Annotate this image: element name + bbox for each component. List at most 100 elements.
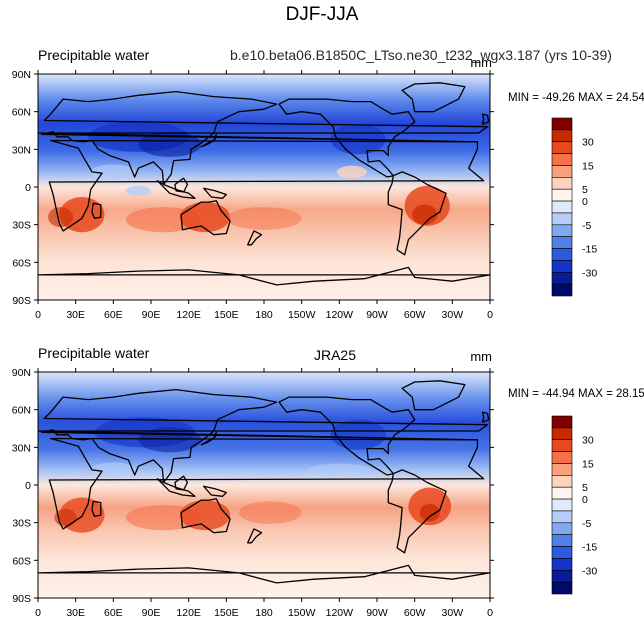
- min-max-label: MIN = -49.26 MAX = 24.54: [508, 92, 644, 104]
- greenland-outline: [401, 380, 466, 411]
- africa-outline: [48, 437, 485, 530]
- y-tick-label: 90N: [12, 69, 31, 81]
- colorbar-swatch: [551, 224, 573, 237]
- units-label: mm: [470, 349, 492, 364]
- contour-field: [38, 372, 490, 598]
- north-america-outline: [278, 98, 416, 178]
- y-tick-label: 90S: [12, 295, 31, 307]
- x-tick-label: 60W: [404, 607, 426, 619]
- y-tick-label: 30S: [12, 518, 31, 530]
- eurasia-outline: [38, 388, 489, 484]
- colorbar-swatch: [551, 212, 573, 226]
- x-tick-label: 120W: [326, 309, 354, 321]
- colorbar-swatch: [551, 177, 573, 190]
- colorbar-label: 0: [582, 196, 588, 208]
- field-background: [38, 372, 490, 598]
- panel-center-title: JRA25: [313, 347, 357, 363]
- colorbar-swatch: [551, 463, 573, 476]
- x-tick-label: 30E: [66, 309, 85, 321]
- greenland-outline: [401, 82, 466, 113]
- colorbar-label: 30: [582, 137, 594, 149]
- colorbar-swatch: [551, 475, 573, 488]
- colorbar-swatch: [551, 427, 573, 441]
- x-tick-label: 150E: [214, 607, 239, 619]
- new-guinea-outline: [203, 187, 227, 199]
- colorbar-label: 5: [582, 482, 588, 494]
- colorbar-swatch: [551, 200, 573, 214]
- anomaly-region: [125, 185, 151, 196]
- colorbar-swatch: [551, 558, 573, 571]
- new-guinea-outline: [203, 485, 227, 497]
- colorbar-label: 15: [582, 458, 594, 470]
- x-tick-label: 180: [255, 607, 273, 619]
- antarctica-outline: [38, 266, 490, 286]
- y-tick-label: 90N: [12, 367, 31, 379]
- y-tick-label: 30N: [12, 442, 31, 454]
- y-tick-label: 60N: [12, 107, 31, 119]
- colorbar-swatch: [551, 569, 573, 583]
- new-zealand-outline: [247, 230, 263, 246]
- y-tick-label: 0: [25, 182, 31, 194]
- x-tick-label: 150W: [288, 309, 316, 321]
- map-1: 0 30E 60E 90E 120E 150E 180 150W 120W 90W 60W 30W 09…: [12, 367, 494, 619]
- anomaly-region: [90, 164, 136, 180]
- colorbar-label: 15: [582, 160, 594, 172]
- madagascar-outline: [91, 500, 102, 518]
- anomaly-region: [138, 131, 202, 157]
- y-tick-label: 60S: [12, 555, 31, 567]
- australia-outline: [180, 200, 231, 236]
- colorbar-swatch: [551, 117, 573, 131]
- x-tick-label: 30E: [66, 607, 85, 619]
- madagascar-outline: [91, 202, 102, 220]
- colorbar: 30 15 50 -5 -15 -30: [551, 117, 597, 297]
- colorbar-swatch: [551, 236, 573, 249]
- australia-outline: [180, 498, 231, 534]
- colorbar-swatch: [551, 283, 573, 297]
- map-0: 0 30E 60E 90E 120E 150E 180 150W 120W 90W 60W 30W 09…: [12, 69, 494, 321]
- colorbar-label: 30: [582, 435, 594, 447]
- colorbar: 30 15 50 -5 -15 -30: [551, 415, 597, 595]
- y-tick-label: 30N: [12, 144, 31, 156]
- x-tick-label: 60E: [104, 309, 123, 321]
- anomaly-region: [179, 500, 231, 531]
- figure-title: DJF-JJA: [285, 4, 359, 25]
- antarctica-outline: [38, 564, 490, 584]
- colorbar-swatch: [551, 141, 573, 154]
- colorbar-swatch: [551, 129, 573, 143]
- colorbar-swatch: [551, 153, 573, 166]
- colorbar-label: -30: [582, 565, 597, 577]
- x-tick-label: 150W: [288, 607, 316, 619]
- britain-outline: [481, 113, 490, 125]
- colorbar-swatch: [551, 522, 573, 535]
- contour-field: [38, 74, 490, 300]
- colorbar-swatch: [551, 260, 573, 273]
- south-america-outline: [387, 469, 447, 554]
- colorbar-label: -5: [582, 518, 591, 530]
- colorbar-label: 0: [582, 494, 588, 506]
- x-tick-label: 90E: [142, 309, 161, 321]
- x-tick-label: 0: [487, 309, 493, 321]
- x-tick-label: 120W: [326, 607, 354, 619]
- min-max-label: MIN = -44.94 MAX = 28.15: [508, 388, 644, 400]
- anomaly-region: [179, 202, 231, 233]
- colorbar-label: -15: [582, 244, 597, 256]
- anomaly-region: [238, 501, 302, 524]
- y-tick-label: 30S: [12, 220, 31, 232]
- borneo-outline: [174, 177, 189, 193]
- indonesia-outline: [156, 180, 196, 199]
- colorbar-swatch: [551, 534, 573, 547]
- colorbar-swatch: [551, 165, 573, 178]
- colorbar-swatch: [551, 451, 573, 464]
- borneo-outline: [174, 475, 189, 491]
- panel-left-title: Precipitable water: [38, 47, 150, 63]
- colorbar-swatch: [551, 271, 573, 285]
- x-tick-label: 180: [255, 309, 273, 321]
- japan-outline: [200, 431, 217, 446]
- colorbar-swatch: [551, 486, 573, 500]
- x-tick-label: 90E: [142, 607, 161, 619]
- colorbar-swatch: [551, 546, 573, 559]
- x-tick-label: 90W: [366, 607, 388, 619]
- anomaly-region: [419, 503, 440, 522]
- anomaly-region: [330, 419, 386, 450]
